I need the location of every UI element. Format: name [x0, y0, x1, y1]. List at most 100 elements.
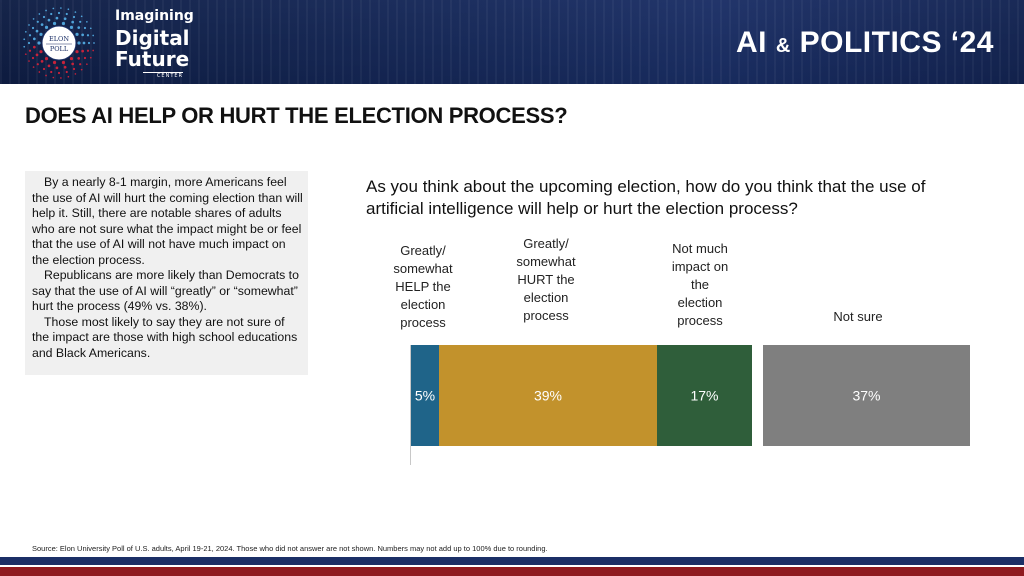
category-label-line: impact on — [671, 259, 729, 274]
logo-dot — [81, 49, 84, 53]
logo-dot — [72, 15, 76, 19]
footer-stripe-red — [0, 567, 1024, 576]
imagining-digital-future-wordmark: Imagining Digital Future CENTER — [115, 8, 194, 79]
category-label-line: HURT the — [517, 272, 575, 287]
category-label-line: election — [400, 297, 446, 312]
logo-dot — [77, 41, 81, 45]
category-label-help: Greatly/somewhat HELP the election process — [383, 242, 463, 332]
logo-dot — [86, 63, 88, 66]
logo-dot — [32, 18, 35, 20]
logo-dot — [79, 63, 82, 66]
bar-segment-not-sure — [763, 345, 970, 446]
logo-dot — [72, 67, 76, 71]
category-label-line: HELP the — [395, 279, 451, 294]
logo-dot — [35, 29, 39, 33]
logo-dot — [55, 66, 59, 70]
logo-dot — [52, 76, 55, 79]
wordmark-line2: Digital — [115, 26, 190, 50]
logo-dot — [55, 16, 59, 20]
logo-dot — [86, 49, 90, 52]
summary-box: By a nearly 8-1 margin, more Americans f… — [25, 171, 308, 375]
logo-dot — [45, 9, 47, 12]
category-label-line: Not much — [672, 241, 728, 256]
bar-segment-hurt — [439, 345, 657, 446]
logo-dot — [39, 50, 43, 54]
category-label-line: Not sure — [833, 309, 883, 324]
logo-dot — [45, 74, 47, 77]
logo-dot — [93, 42, 95, 44]
bar-segment-no-impact — [657, 345, 752, 446]
logo-dot — [50, 70, 53, 74]
logo-dot — [42, 15, 46, 19]
logo-dot — [83, 26, 87, 30]
category-label-line: somewhat — [516, 254, 576, 269]
logo-dot — [44, 25, 49, 29]
logo-dot — [36, 63, 39, 66]
category-label-no-impact: Not much impact on the election process — [655, 240, 745, 330]
logo-dot — [69, 25, 74, 29]
page-title: DOES AI HELP OR HURT THE ELECTION PROCES… — [25, 103, 568, 128]
chart-axis-line — [410, 345, 411, 465]
data-label-help: 5% — [415, 388, 435, 404]
logo-dot — [79, 20, 82, 23]
wordmark-center: CENTER — [143, 72, 183, 79]
logo-dot — [89, 56, 92, 59]
footer-stripe-white — [0, 565, 1024, 567]
logo-dot — [71, 62, 75, 66]
logo-dot — [31, 26, 35, 30]
logo-dot — [60, 7, 62, 9]
logo-dot — [75, 50, 79, 54]
logo-dot — [47, 18, 51, 22]
logo-dot — [23, 45, 26, 48]
logo-dot — [61, 21, 66, 26]
section-title-amp: & — [775, 35, 791, 57]
section-title: AI & POLITICS ‘24 — [736, 26, 994, 60]
logo-dot — [63, 17, 67, 21]
category-label-line: Greatly/ — [400, 243, 446, 258]
logo-dot — [40, 60, 44, 63]
logo-dot — [24, 53, 27, 56]
logo-dot — [82, 41, 86, 45]
logo-dot — [28, 60, 30, 62]
logo-dot — [42, 67, 46, 71]
logo-dot — [52, 7, 55, 10]
section-title-politics: POLITICS ‘24 — [799, 26, 994, 59]
logo-dot — [71, 20, 75, 24]
logo-dot — [28, 34, 32, 37]
logo-dot — [39, 32, 43, 36]
logo-dot — [50, 12, 53, 16]
category-label-line: election — [523, 290, 569, 305]
logo-dot — [65, 70, 68, 74]
logo-dot — [87, 41, 91, 45]
logo-dot — [86, 34, 90, 37]
logo-dot — [69, 57, 74, 61]
data-label-hurt: 39% — [534, 388, 562, 404]
category-label-hurt: Greatly/somewhat HURT the election process — [501, 235, 591, 325]
wordmark-line3: Future — [115, 47, 190, 71]
svg-text:ELON: ELON — [49, 35, 69, 43]
logo-dot — [80, 68, 83, 71]
logo-dot — [27, 41, 31, 45]
wordmark-line1: Imagining — [115, 8, 194, 24]
category-label-line: process — [400, 315, 446, 330]
logo-dot — [74, 73, 77, 75]
logo-dot — [52, 21, 57, 26]
logo-dot — [28, 49, 32, 52]
svg-text:POLL: POLL — [50, 45, 69, 53]
category-label-line: Greatly/ — [523, 236, 569, 251]
logo-dot — [47, 64, 51, 68]
logo-dot — [77, 26, 81, 29]
logo-dot — [38, 71, 41, 73]
logo-dot — [80, 15, 83, 18]
bar-segment-help — [411, 345, 439, 446]
category-label-line: process — [677, 313, 723, 328]
category-label-line: election — [677, 295, 723, 310]
logo-dot — [35, 53, 39, 57]
category-label-line: process — [523, 308, 569, 323]
logo-dot — [52, 60, 57, 65]
category-label-line: somewhat — [393, 261, 453, 276]
logo-dot — [38, 13, 41, 15]
logo-dot — [32, 37, 36, 41]
logo-dot — [40, 23, 44, 26]
logo-dot — [89, 27, 92, 30]
